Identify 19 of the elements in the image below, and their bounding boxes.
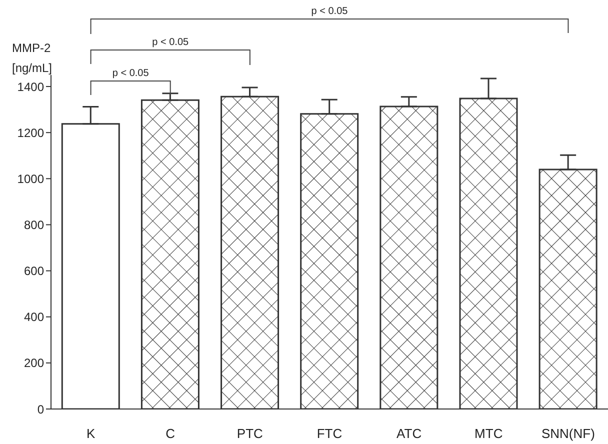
y-tick-label: 200: [24, 356, 44, 370]
x-tick-label: K: [86, 426, 96, 442]
x-tick-label: ATC: [396, 426, 422, 442]
text: p < 0.05: [311, 6, 348, 17]
y-tick-label: 0: [37, 402, 44, 416]
x-tick-label: C: [166, 426, 176, 442]
y-tick-label: 1000: [17, 172, 44, 186]
annotation: p < 0.05: [112, 68, 150, 79]
x-tick-label: SNN(NF): [541, 426, 595, 442]
x-tick-label: PTC: [236, 426, 263, 442]
y-tick-label: 800: [24, 218, 44, 232]
x-tick-label: MTC: [474, 426, 503, 442]
y-axis-title: MMP-2 [ng/mL]: [12, 41, 52, 75]
x-tick-label: FTC: [316, 426, 342, 442]
y-tick-label: 400: [24, 310, 44, 324]
y-tick-label: 1400: [17, 80, 44, 94]
y-tick-label: 1200: [17, 126, 44, 140]
text: p < 0.05: [152, 37, 190, 48]
y-tick-label: 600: [24, 264, 44, 278]
